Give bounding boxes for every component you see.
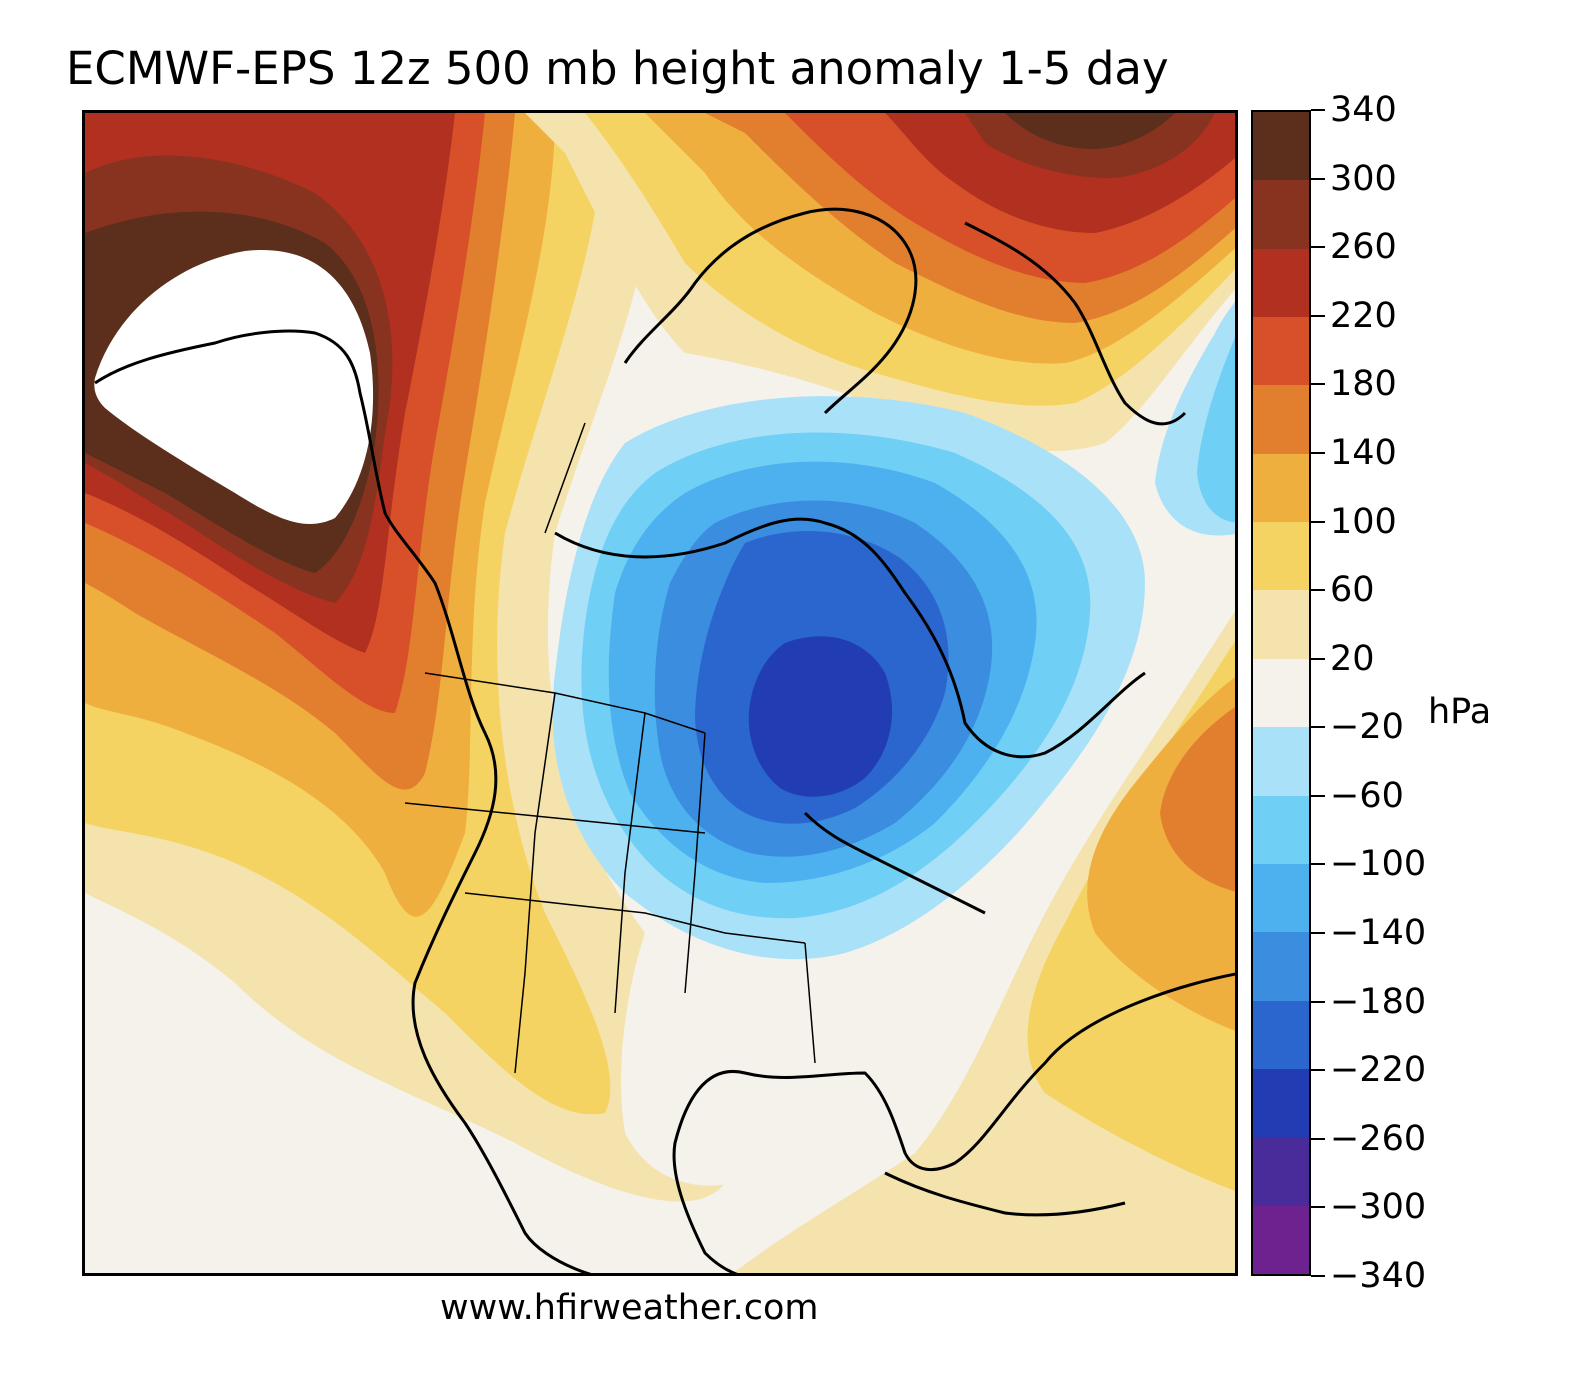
colorbar-band [1253, 932, 1309, 1002]
colorbar-band [1253, 863, 1309, 933]
colorbar-band [1253, 385, 1309, 455]
colorbar-tick [1311, 932, 1325, 935]
contour-300-340-north [1005, 113, 1175, 149]
colorbar-band [1253, 590, 1309, 660]
colorbar-tick-label: 20 [1330, 638, 1375, 679]
colorbar-tick-label: 300 [1330, 158, 1397, 199]
colorbar-tick-label: 100 [1330, 501, 1397, 542]
colorbar-tick [1311, 520, 1325, 523]
colorbar-unit: hPa [1428, 692, 1492, 732]
colorbar-band [1253, 112, 1309, 181]
colorbar-band [1253, 1068, 1309, 1138]
footer-url: www.hfirweather.com [440, 1288, 819, 1328]
colorbar-tick [1311, 177, 1325, 180]
colorbar-tick [1311, 589, 1325, 592]
colorbar-tick [1311, 1206, 1325, 1209]
colorbar-tick-label: 180 [1330, 364, 1397, 405]
map-title: ECMWF-EPS 12z 500 mb height anomaly 1-5 … [66, 42, 1169, 95]
colorbar-tick-label: 340 [1330, 90, 1397, 130]
borders [404, 422, 816, 1074]
contour-minus60-atlantic [1197, 337, 1235, 523]
colorbar-tick-label: 60 [1330, 570, 1375, 611]
colorbar-tick-label: −300 [1330, 1187, 1427, 1228]
colorbar-tick [1311, 383, 1325, 386]
contour-140-180-atlantic [1160, 707, 1235, 892]
colorbar-tick [1311, 1000, 1325, 1003]
colorbar-tick [1311, 794, 1325, 797]
colorbar-tick [1311, 1275, 1325, 1277]
colorbar-tick-label: −340 [1330, 1256, 1427, 1296]
colorbar-tick-label: −140 [1330, 913, 1427, 954]
colorbar-tick-label: 260 [1330, 227, 1397, 268]
colorbar-band [1253, 522, 1309, 591]
colorbar-band [1253, 795, 1309, 865]
colorbar-tick-label: −260 [1330, 1118, 1427, 1159]
colorbar-band [1253, 1137, 1309, 1207]
colorbar [1251, 110, 1311, 1276]
contour-over-340-west [94, 249, 374, 524]
colorbar-tick [1311, 246, 1325, 249]
contour-minus220 [748, 636, 893, 797]
colorbar-tick [1311, 314, 1325, 317]
colorbar-band [1253, 453, 1309, 523]
colorbar-tick [1311, 726, 1325, 729]
colorbar-tick-label: 140 [1330, 432, 1397, 473]
coastlines [94, 207, 1235, 1273]
colorbar-band [1253, 317, 1309, 386]
contour-neutral-gulf [621, 933, 1005, 1186]
colorbar-tick-label: −100 [1330, 844, 1427, 885]
colorbar-band [1253, 1205, 1309, 1275]
colorbar-tick [1311, 1137, 1325, 1140]
colorbar-tick [1311, 451, 1325, 454]
map-panel [82, 110, 1238, 1276]
colorbar-band [1253, 727, 1309, 797]
colorbar-band [1253, 248, 1309, 318]
colorbar-band [1253, 1000, 1309, 1070]
colorbar-tick [1311, 863, 1325, 866]
colorbar-tick [1311, 657, 1325, 660]
anomaly-map [85, 113, 1235, 1273]
colorbar-tick-label: −180 [1330, 981, 1427, 1022]
colorbar-tick-label: −20 [1330, 707, 1404, 748]
colorbar-tick-label: −220 [1330, 1050, 1427, 1091]
colorbar-band [1253, 658, 1309, 728]
colorbar-tick [1311, 109, 1325, 111]
colorbar-tick-label: 220 [1330, 295, 1397, 336]
colorbar-band [1253, 180, 1309, 250]
colorbar-tick [1311, 1069, 1325, 1072]
colorbar-tick-label: −60 [1330, 775, 1404, 816]
